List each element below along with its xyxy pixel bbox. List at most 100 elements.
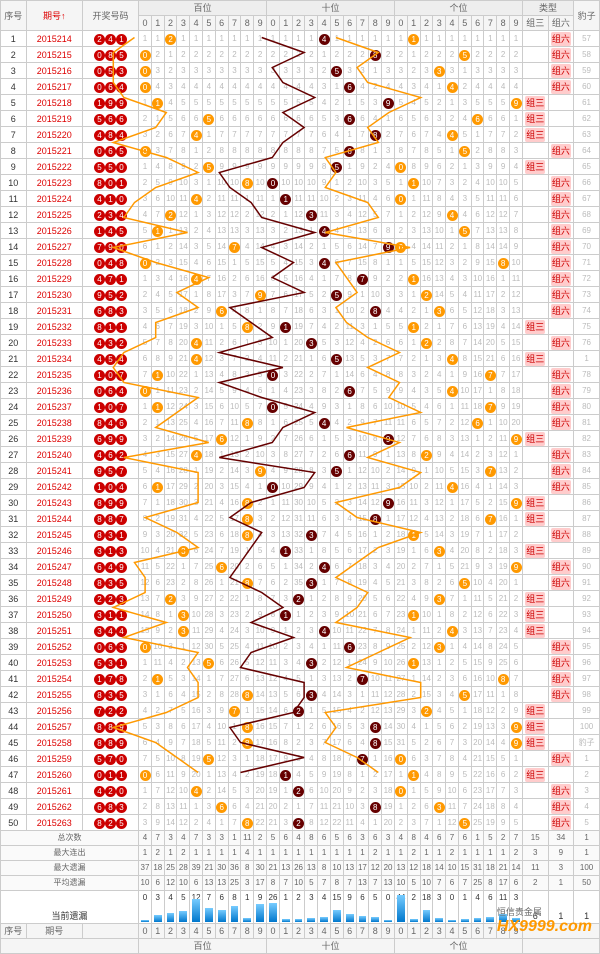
trend-cell: 4 — [446, 687, 459, 703]
trend-cell: 6 — [241, 671, 254, 687]
period-cell[interactable]: 2015242 — [26, 479, 82, 495]
trend-cell: 1 — [190, 287, 203, 303]
period-cell[interactable]: 2015243 — [26, 495, 82, 511]
trend-cell: 14 — [139, 607, 152, 623]
period-cell[interactable]: 2015252 — [26, 639, 82, 655]
period-cell[interactable]: 2015240 — [26, 447, 82, 463]
period-cell[interactable]: 2015229 — [26, 271, 82, 287]
period-cell[interactable]: 2015225 — [26, 207, 82, 223]
period-cell[interactable]: 2015260 — [26, 767, 82, 783]
period-cell[interactable]: 2015217 — [26, 79, 82, 95]
period-cell[interactable]: 2015251 — [26, 623, 82, 639]
period-cell[interactable]: 2015219 — [26, 111, 82, 127]
hdr-z6: 组六 — [548, 16, 574, 31]
period-cell[interactable]: 2015247 — [26, 559, 82, 575]
period-cell[interactable]: 2015236 — [26, 383, 82, 399]
trend-cell: 30 — [395, 719, 408, 735]
period-cell[interactable]: 2015262 — [26, 799, 82, 815]
period-cell[interactable]: 2015263 — [26, 815, 82, 831]
trend-cell: 1 — [446, 31, 459, 47]
trend-cell: 4 — [458, 751, 471, 767]
trend-cell: 1 — [164, 607, 177, 623]
hdr-seq[interactable]: 序号 — [1, 1, 27, 31]
period-cell[interactable]: 2015253 — [26, 655, 82, 671]
trend-cell: 2 — [139, 671, 152, 687]
period-cell[interactable]: 2015230 — [26, 287, 82, 303]
period-cell[interactable]: 2015215 — [26, 47, 82, 63]
bz-cell: 66 — [574, 175, 600, 191]
period-cell[interactable]: 2015259 — [26, 751, 82, 767]
period-cell[interactable]: 2015254 — [26, 671, 82, 687]
period-cell[interactable]: 2015256 — [26, 703, 82, 719]
trend-cell: 18 — [190, 735, 203, 751]
trend-cell: 8 — [177, 751, 190, 767]
trend-cell: 3 — [241, 63, 254, 79]
period-cell[interactable]: 2015216 — [26, 63, 82, 79]
trend-cell: 1 — [151, 239, 164, 255]
period-cell[interactable]: 2015223 — [26, 175, 82, 191]
trend-cell: 12 — [215, 207, 228, 223]
period-cell[interactable]: 2015227 — [26, 239, 82, 255]
trend-cell: 3 — [510, 607, 523, 623]
period-cell[interactable]: 2015226 — [26, 223, 82, 239]
trend-cell: 2 — [420, 47, 433, 63]
period-cell[interactable]: 2015255 — [26, 687, 82, 703]
trend-cell: 7 — [343, 255, 356, 271]
trend-cell: 13 — [395, 447, 408, 463]
period-cell[interactable]: 2015233 — [26, 335, 82, 351]
hdr-period[interactable]: 期号↑ — [26, 1, 82, 31]
trend-cell: 1 — [433, 31, 446, 47]
trend-cell: 3 — [330, 207, 343, 223]
period-cell[interactable]: 2015228 — [26, 255, 82, 271]
period-cell[interactable]: 2015245 — [26, 527, 82, 543]
open-cell: 311 — [82, 607, 138, 623]
trend-cell: 13 — [356, 223, 369, 239]
period-cell[interactable]: 2015234 — [26, 351, 82, 367]
trend-cell: 5 — [497, 335, 510, 351]
trend-cell: 5 — [330, 543, 343, 559]
period-cell[interactable]: 2015258 — [26, 735, 82, 751]
z6-cell: 组六 — [548, 559, 574, 575]
period-cell[interactable]: 2015261 — [26, 783, 82, 799]
period-cell[interactable]: 2015238 — [26, 415, 82, 431]
trend-cell: 8 — [497, 671, 510, 687]
trend-cell: 22 — [254, 815, 267, 831]
trend-cell: 2 — [433, 575, 446, 591]
period-cell[interactable]: 2015218 — [26, 95, 82, 111]
trend-cell: 5 — [484, 95, 497, 111]
period-cell[interactable]: 2015222 — [26, 159, 82, 175]
period-cell[interactable]: 2015241 — [26, 463, 82, 479]
trend-cell: 3 — [484, 63, 497, 79]
period-cell[interactable]: 2015221 — [26, 143, 82, 159]
period-cell[interactable]: 2015232 — [26, 319, 82, 335]
z6-cell: 组六 — [548, 447, 574, 463]
trend-cell: 8 — [356, 399, 369, 415]
period-cell[interactable]: 2015250 — [26, 607, 82, 623]
trend-cell: 4 — [177, 687, 190, 703]
period-cell[interactable]: 2015231 — [26, 303, 82, 319]
trend-cell: 1 — [151, 111, 164, 127]
period-cell[interactable]: 2015220 — [26, 127, 82, 143]
period-cell[interactable]: 2015248 — [26, 575, 82, 591]
period-cell[interactable]: 2015237 — [26, 399, 82, 415]
seq-cell: 23 — [1, 383, 27, 399]
z3-cell — [522, 143, 548, 159]
trend-cell: 14 — [510, 319, 523, 335]
trend-cell: 5 — [510, 175, 523, 191]
period-cell[interactable]: 2015249 — [26, 591, 82, 607]
period-cell[interactable]: 2015239 — [26, 431, 82, 447]
hdr-digit: 1 — [151, 16, 164, 31]
trend-cell: 1 — [433, 655, 446, 671]
period-cell[interactable]: 2015244 — [26, 511, 82, 527]
trend-cell: 11 — [471, 591, 484, 607]
period-cell[interactable]: 2015235 — [26, 367, 82, 383]
open-cell: 887 — [82, 511, 138, 527]
period-cell[interactable]: 2015224 — [26, 191, 82, 207]
trend-cell: 3 — [420, 495, 433, 511]
trend-cell: 4 — [382, 159, 395, 175]
bz-cell: 1 — [574, 751, 600, 767]
period-cell[interactable]: 2015246 — [26, 543, 82, 559]
period-cell[interactable]: 2015257 — [26, 719, 82, 735]
period-cell[interactable]: 2015214 — [26, 31, 82, 47]
trend-cell: 2 — [343, 415, 356, 431]
